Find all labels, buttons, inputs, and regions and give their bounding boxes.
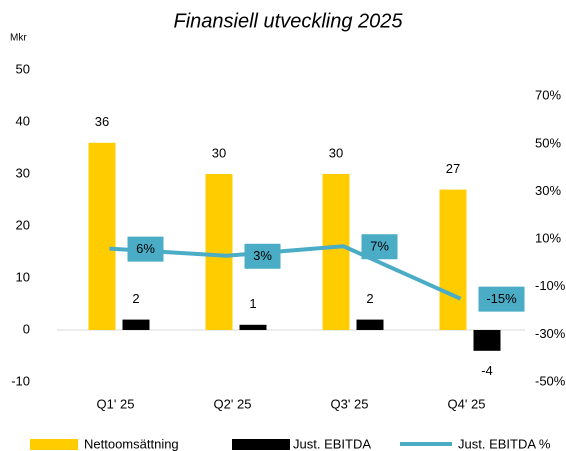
bar bbox=[439, 189, 467, 330]
legend-swatch bbox=[30, 439, 78, 450]
bar bbox=[122, 319, 150, 330]
y2-tick-label: -50% bbox=[535, 373, 566, 388]
bar bbox=[473, 330, 501, 351]
x-tick-label: Q3' 25 bbox=[331, 396, 369, 411]
y2-tick-label: -30% bbox=[535, 326, 566, 341]
data-label-box bbox=[478, 286, 525, 312]
bar bbox=[322, 174, 350, 330]
data-label: 3% bbox=[253, 248, 272, 263]
y2-tick-label: 30% bbox=[535, 183, 561, 198]
y-tick-label: 50 bbox=[16, 61, 30, 76]
legend-label: Just. EBITDA bbox=[293, 436, 371, 451]
y2-tick-label: -10% bbox=[535, 278, 566, 293]
bar bbox=[239, 324, 267, 330]
y2-tick-label: 70% bbox=[535, 88, 561, 103]
data-label: 6% bbox=[136, 241, 155, 256]
data-label: -15% bbox=[486, 291, 517, 306]
data-label-box bbox=[244, 243, 281, 269]
x-tick-label: Q2' 25 bbox=[214, 396, 252, 411]
bar bbox=[356, 319, 384, 330]
data-label: 30 bbox=[212, 145, 226, 160]
data-label: 2 bbox=[366, 291, 373, 306]
y-tick-label: -10 bbox=[11, 373, 30, 388]
data-label: 2 bbox=[132, 291, 139, 306]
y-tick-label: 0 bbox=[23, 321, 30, 336]
y-tick-label: 40 bbox=[16, 113, 30, 128]
y-axis-unit: Mkr bbox=[10, 33, 27, 44]
x-tick-label: Q1' 25 bbox=[97, 396, 135, 411]
bar bbox=[88, 142, 116, 330]
legend-label: Nettoomsättning bbox=[84, 436, 179, 451]
line bbox=[109, 244, 462, 301]
y-tick-label: 20 bbox=[16, 217, 30, 232]
y2-tick-label: 10% bbox=[535, 231, 561, 246]
data-label: -4 bbox=[481, 363, 493, 378]
y-tick-label: 30 bbox=[16, 165, 30, 180]
legend-label: Just. EBITDA % bbox=[458, 436, 551, 451]
data-label: 1 bbox=[249, 296, 256, 311]
data-label: 7% bbox=[370, 239, 389, 254]
bar bbox=[205, 174, 233, 330]
data-label: 36 bbox=[95, 114, 109, 129]
legend-swatch bbox=[232, 439, 290, 450]
data-label: 30 bbox=[329, 145, 343, 160]
y-tick-label: 10 bbox=[16, 269, 30, 284]
x-tick-label: Q4' 25 bbox=[448, 396, 486, 411]
y2-tick-label: 50% bbox=[535, 135, 561, 150]
chart-title: Finansiell utveckling 2025 bbox=[173, 10, 403, 32]
data-label: 27 bbox=[446, 161, 460, 176]
data-label-box bbox=[127, 236, 164, 262]
data-label-box bbox=[361, 234, 398, 260]
